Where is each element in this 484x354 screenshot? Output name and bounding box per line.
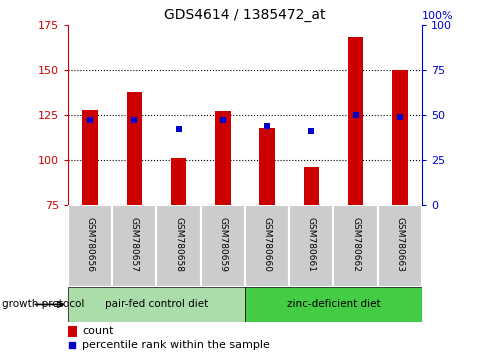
- Text: count: count: [82, 326, 113, 336]
- Bar: [244, 205, 288, 287]
- Bar: [156, 205, 200, 287]
- Text: GSM780663: GSM780663: [394, 217, 404, 272]
- Text: GSM780656: GSM780656: [85, 217, 94, 272]
- Bar: [244, 287, 421, 322]
- Bar: [288, 205, 333, 287]
- Text: GSM780659: GSM780659: [218, 217, 227, 272]
- Bar: [303, 167, 318, 205]
- Text: GSM780662: GSM780662: [350, 217, 359, 272]
- Bar: [68, 287, 244, 322]
- Title: GDS4614 / 1385472_at: GDS4614 / 1385472_at: [164, 8, 325, 22]
- Bar: [391, 70, 407, 205]
- Bar: [112, 205, 156, 287]
- Text: GSM780660: GSM780660: [262, 217, 271, 272]
- Bar: [214, 112, 230, 205]
- Bar: [170, 158, 186, 205]
- Text: GSM780661: GSM780661: [306, 217, 315, 272]
- Text: 100%: 100%: [421, 11, 453, 21]
- Bar: [126, 92, 142, 205]
- Bar: [200, 205, 244, 287]
- Text: zinc-deficient diet: zinc-deficient diet: [286, 299, 379, 309]
- Text: percentile rank within the sample: percentile rank within the sample: [82, 340, 270, 350]
- Text: GSM780658: GSM780658: [174, 217, 182, 272]
- Bar: [259, 128, 274, 205]
- Text: GSM780657: GSM780657: [130, 217, 138, 272]
- Bar: [333, 205, 377, 287]
- Bar: [68, 326, 76, 337]
- Bar: [347, 38, 363, 205]
- Text: growth protocol: growth protocol: [2, 299, 85, 309]
- Text: pair-fed control diet: pair-fed control diet: [105, 299, 208, 309]
- Bar: [82, 110, 98, 205]
- Bar: [377, 205, 421, 287]
- Bar: [68, 205, 112, 287]
